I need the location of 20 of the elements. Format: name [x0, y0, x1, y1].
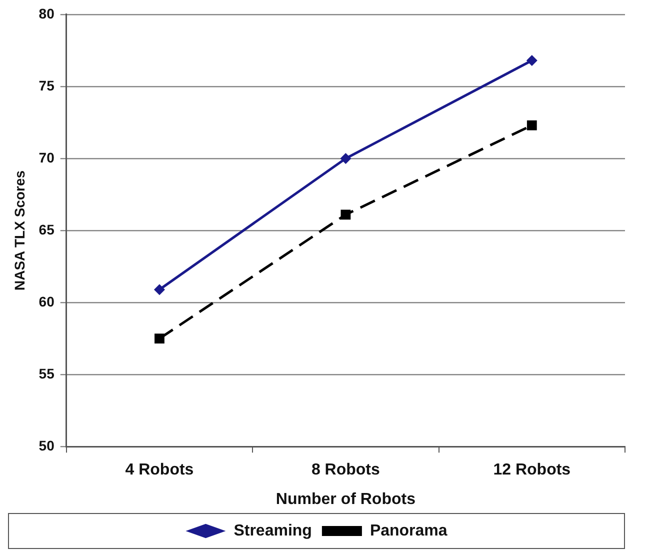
x-tick-label: 4 Robots	[125, 462, 194, 479]
legend-label: Panorama	[370, 522, 448, 540]
y-tick-label: 60	[38, 293, 55, 310]
x-axis-title: Number of Robots	[276, 490, 416, 508]
y-tick-label: 75	[38, 77, 55, 94]
y-tick-label: 55	[38, 365, 55, 382]
y-tick-label: 50	[38, 437, 55, 454]
x-tick-label: 12 Robots	[493, 462, 571, 479]
y-tick-label: 70	[38, 149, 55, 166]
point	[154, 334, 164, 344]
point	[340, 210, 351, 220]
point	[154, 284, 165, 296]
y-axis-title: NASA TLX Scores	[11, 170, 28, 291]
x-tick-label: 8 Robots	[311, 462, 380, 479]
legend-label: Streaming	[234, 522, 312, 540]
point	[526, 55, 538, 66]
point	[340, 152, 352, 164]
point	[526, 120, 537, 130]
y-tick-label: 65	[38, 221, 55, 238]
y-tick-label: 80	[38, 5, 55, 22]
